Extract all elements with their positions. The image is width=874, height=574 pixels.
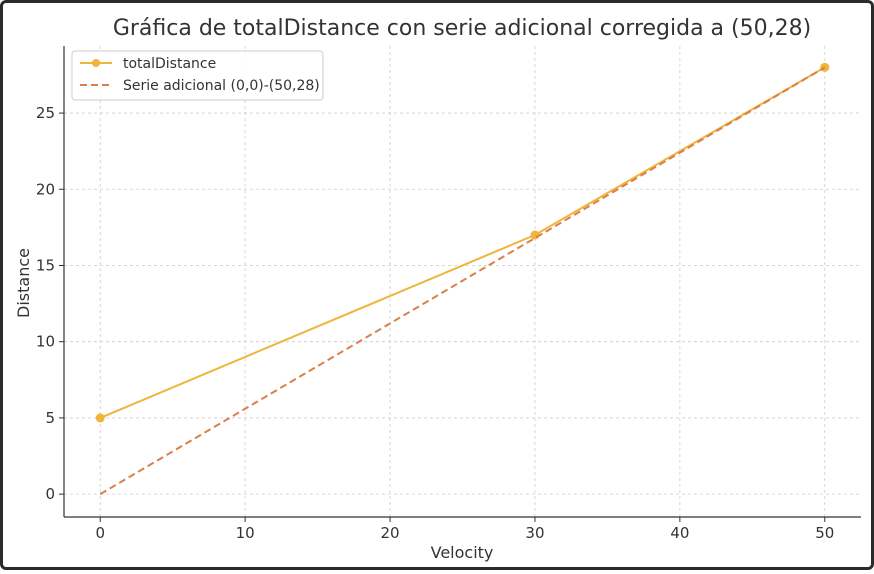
series-line-2	[99, 66, 826, 495]
legend-box	[71, 50, 324, 101]
y-tick-label: 25	[36, 104, 55, 122]
y-tick-label: 15	[36, 256, 55, 274]
legend-label: Serie adicional (0,0)-(50,28)	[123, 78, 320, 94]
y-tick-label: 10	[36, 333, 55, 351]
y-tick-label: 20	[36, 180, 55, 198]
x-tick-label: 20	[380, 524, 399, 542]
data-point	[530, 230, 540, 240]
y-tick-label: 5	[45, 409, 55, 427]
x-tick-label: 30	[525, 524, 544, 542]
x-tick-label: 40	[670, 524, 689, 542]
y-tick-label: 0	[45, 485, 55, 503]
x-axis-label: Velocity	[431, 543, 494, 562]
ticks: 0 10 20 30 40 50 0 5 10 15 20 25	[36, 104, 834, 542]
legend-marker	[92, 59, 100, 67]
data-point	[95, 413, 105, 423]
data-point	[820, 62, 830, 72]
x-tick-label: 10	[236, 524, 255, 542]
y-axis-label: Distance	[14, 248, 33, 318]
axes	[63, 46, 861, 518]
series-layer	[95, 62, 830, 495]
grid	[64, 46, 861, 517]
legend: totalDistance Serie adicional (0,0)-(50,2…	[71, 50, 324, 101]
x-tick-label: 50	[815, 524, 834, 542]
legend-label: totalDistance	[123, 56, 216, 72]
x-tick-label: 0	[95, 524, 105, 542]
chart-title: Gráfica de totalDistance con serie adici…	[113, 16, 811, 41]
